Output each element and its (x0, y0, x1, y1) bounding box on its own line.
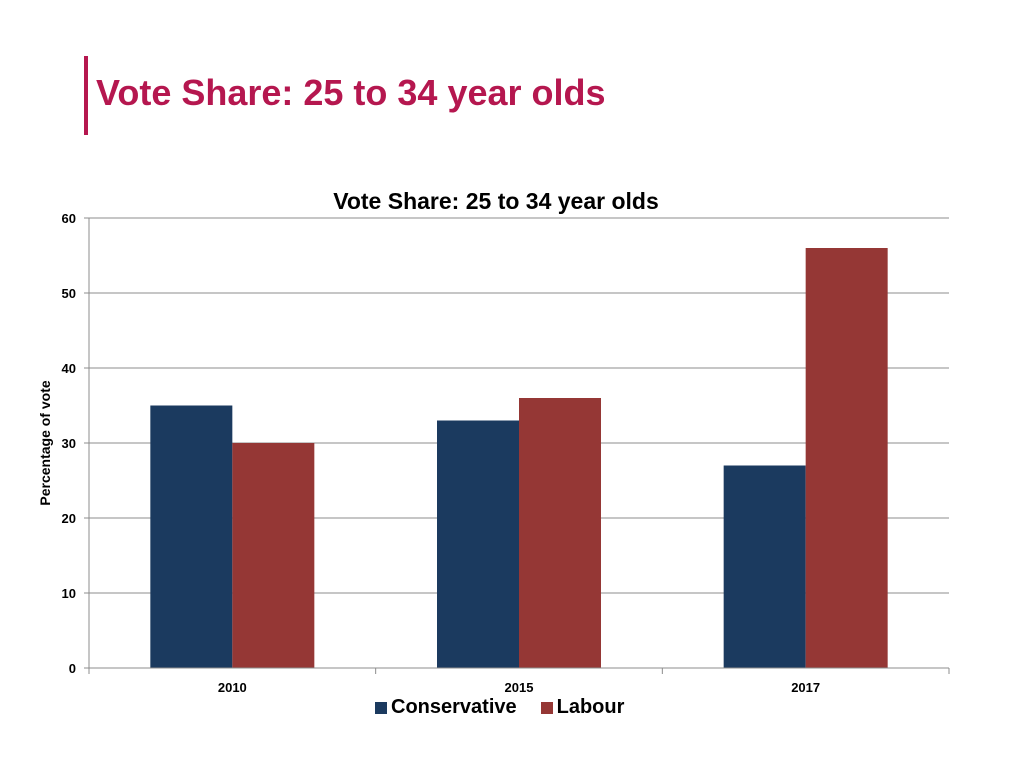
chart-legend: Conservative Labour (375, 696, 648, 719)
x-axis-ticks: 2010 2015 2017 (88, 668, 950, 695)
title-accent-bar (84, 56, 88, 135)
bar-labour-2015 (519, 398, 601, 668)
legend-swatch-labour (540, 701, 553, 714)
legend-item-conservative: Conservative (375, 696, 517, 719)
bars (150, 248, 888, 668)
bar-labour-2017 (805, 248, 888, 668)
x-tick-label: 2010 (218, 680, 247, 695)
y-tick-label: 20 (62, 511, 76, 526)
bar-labour-2010 (232, 443, 315, 668)
chart-title: Vote Share: 25 to 34 year olds (333, 188, 659, 214)
legend-label-labour: Labour (556, 696, 625, 718)
y-tick-label: 50 (62, 286, 76, 301)
y-tick-label: 0 (69, 661, 76, 676)
y-axis-label: Percentage of vote (37, 380, 53, 505)
y-tick-label: 40 (62, 361, 76, 376)
x-tick-label: 2015 (505, 680, 534, 695)
legend-label-conservative: Conservative (391, 696, 517, 718)
y-tick-label: 30 (62, 436, 76, 451)
bar-conservative-2015 (437, 420, 519, 668)
bar-conservative-2017 (723, 465, 806, 668)
legend-swatch-conservative (375, 701, 387, 714)
slide-title: Vote Share: 25 to 34 year olds (96, 72, 606, 113)
bar-conservative-2010 (150, 405, 233, 668)
y-axis-ticks: 0 10 20 30 40 50 60 (62, 211, 89, 676)
y-tick-label: 60 (62, 211, 76, 226)
axes (88, 218, 949, 669)
x-tick-label: 2017 (791, 680, 820, 695)
legend-item-labour: Labour (540, 696, 625, 719)
y-tick-label: 10 (62, 586, 76, 601)
